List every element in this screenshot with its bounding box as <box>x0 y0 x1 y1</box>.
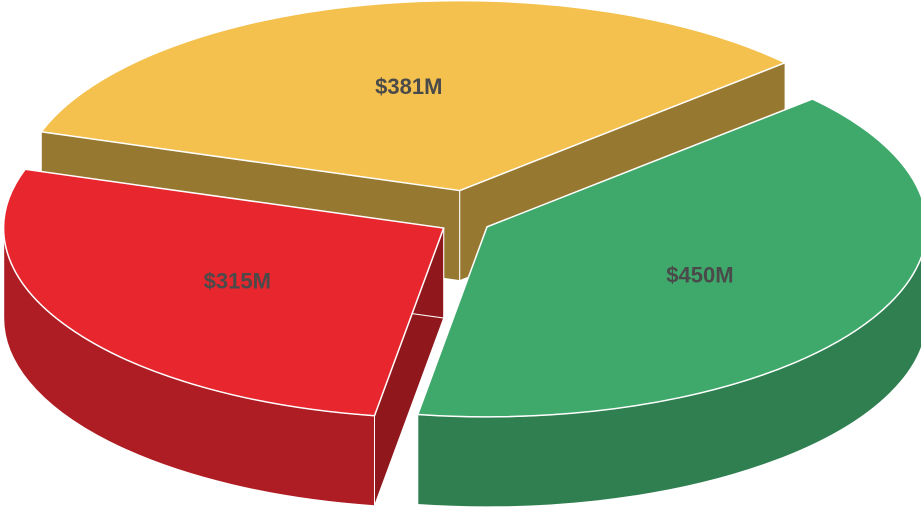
data-label: $381M <box>375 74 442 99</box>
pie-slice <box>2 168 445 417</box>
pie-slice <box>416 98 921 418</box>
slice: $315M <box>2 168 445 507</box>
pie-slice <box>39 0 787 192</box>
slice: $450M <box>416 98 921 508</box>
data-label: $315M <box>204 268 271 293</box>
data-label: $450M <box>666 262 733 287</box>
